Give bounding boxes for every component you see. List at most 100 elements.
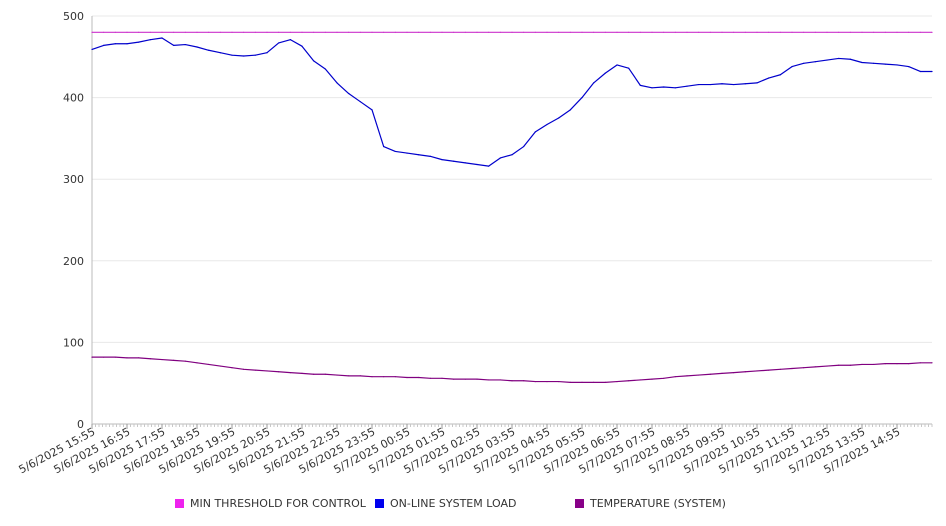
series-2-point	[453, 378, 455, 380]
series-1-point	[686, 85, 688, 87]
legend-item-online-system-load: ON-LINE SYSTEM LOAD	[375, 497, 516, 510]
series-1-point	[336, 82, 338, 84]
series-1-point	[488, 165, 490, 167]
series-2-point	[791, 367, 793, 370]
series-0-point	[686, 31, 688, 33]
series-0-point	[114, 31, 116, 33]
series-0-point	[103, 31, 105, 33]
series-0-point	[721, 31, 723, 33]
series-2-point	[464, 378, 466, 380]
series-1-point	[593, 82, 595, 84]
series-2-point	[394, 376, 396, 378]
series-1-point	[243, 55, 245, 57]
legend-label-min-threshold: MIN THRESHOLD FOR CONTROL	[190, 497, 366, 510]
series-0-point	[464, 31, 466, 33]
series-1-point	[324, 68, 326, 70]
series-1-point	[464, 162, 466, 164]
series-2-point	[196, 362, 198, 364]
series-1-point	[814, 61, 816, 63]
series-0-point	[348, 31, 350, 33]
series-0-point	[534, 31, 536, 33]
series-2-point	[908, 363, 910, 365]
series-2-point	[698, 374, 700, 376]
series-2-point	[546, 380, 548, 383]
series-0-point	[931, 31, 933, 33]
series-0-point	[161, 31, 163, 33]
series-0-point	[289, 31, 291, 33]
series-2-point	[359, 375, 361, 377]
series-1-point	[628, 67, 630, 69]
series-0-point	[173, 31, 175, 33]
y-tick-label: 400	[63, 92, 84, 105]
series-1-point	[383, 145, 385, 148]
series-line-2	[92, 356, 932, 383]
series-1-point	[896, 64, 898, 66]
series-2-point	[744, 371, 746, 373]
series-2-point	[733, 371, 735, 374]
series-1-point	[721, 83, 723, 85]
series-0-point	[196, 31, 198, 33]
series-0-point	[184, 31, 186, 33]
series-0-point	[779, 31, 781, 33]
series-2-point	[138, 357, 140, 359]
series-1-point	[803, 62, 805, 64]
series-2-point	[814, 366, 816, 368]
series-0-point	[744, 31, 746, 33]
series-0-point	[383, 31, 385, 33]
series-2-point	[849, 364, 851, 366]
series-0-point	[499, 31, 501, 33]
series-2-point	[686, 375, 688, 377]
series-1-point	[313, 60, 315, 62]
series-1-point	[161, 37, 163, 39]
series-0-point	[406, 31, 408, 33]
y-tick-label: 500	[63, 10, 84, 23]
series-1-point	[453, 160, 455, 162]
series-0-point	[126, 31, 128, 33]
series-1-point	[523, 145, 525, 148]
series-2-point	[581, 381, 583, 383]
series-0-point	[651, 31, 653, 33]
series-0-point	[756, 31, 758, 33]
series-1-point	[499, 157, 501, 159]
legend-label-online-system-load: ON-LINE SYSTEM LOAD	[390, 497, 517, 510]
series-2-point	[476, 378, 478, 380]
series-0-point	[803, 31, 805, 33]
series-1-point	[861, 61, 863, 64]
series-2-point	[628, 380, 630, 382]
series-1-point	[231, 54, 233, 56]
series-2-point	[803, 367, 805, 369]
series-0-point	[663, 31, 665, 33]
series-0-point	[896, 31, 898, 33]
series-1-point	[103, 44, 105, 46]
series-0-point	[698, 31, 700, 33]
series-0-point	[453, 31, 455, 33]
legend-item-temperature: TEMPERATURE (SYSTEM)	[575, 497, 726, 510]
series-2-point	[534, 380, 536, 383]
series-2-point	[371, 376, 373, 378]
series-0-point	[243, 31, 245, 33]
series-1-point	[744, 83, 746, 85]
series-2-point	[91, 356, 93, 358]
series-2-point	[779, 368, 781, 370]
series-1-point	[546, 123, 548, 126]
series-0-point	[208, 31, 210, 33]
series-1-point	[651, 87, 653, 89]
series-0-point	[593, 31, 595, 33]
series-0-point	[604, 31, 606, 33]
series-1-point	[791, 65, 793, 68]
series-0-point	[546, 31, 548, 33]
series-0-point	[861, 31, 863, 33]
series-1-point	[639, 84, 641, 86]
series-1-point	[698, 83, 700, 86]
series-2-point	[569, 381, 571, 383]
series-0-point	[523, 31, 525, 33]
series-2-point	[383, 376, 385, 378]
series-2-point	[418, 376, 420, 379]
series-2-point	[651, 378, 653, 380]
series-1-point	[768, 77, 770, 79]
series-1-point	[254, 54, 256, 56]
series-0-point	[674, 31, 676, 33]
series-0-point	[558, 31, 560, 33]
legend-swatch-online-system-load	[375, 499, 384, 508]
